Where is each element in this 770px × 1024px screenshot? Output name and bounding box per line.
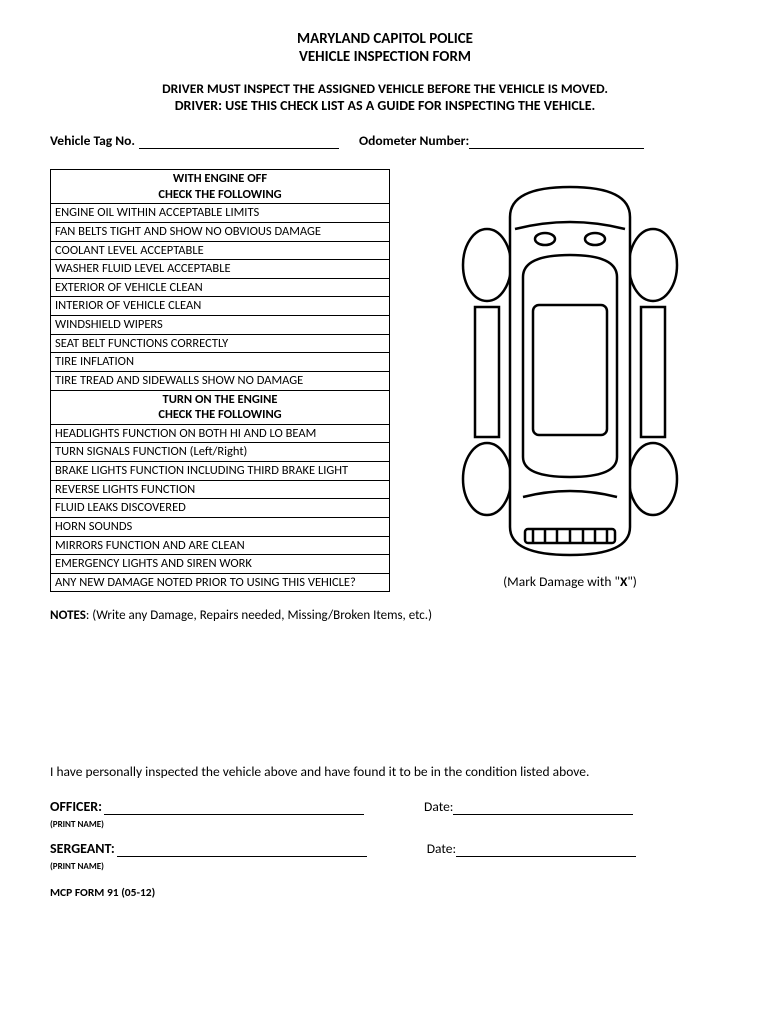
sergeant-date-line[interactable] <box>456 841 636 857</box>
sergeant-signature-row: SERGEANT: Date: <box>50 840 720 857</box>
vehicle-diagram-column: (Mark Damage with "X") <box>420 169 720 592</box>
checklist-item[interactable]: HEADLIGHTS FUNCTION ON BOTH HI AND LO BE… <box>51 424 390 443</box>
date-label: Date: <box>424 798 453 815</box>
signature-block: OFFICER: Date: (PRINT NAME) SERGEANT: Da… <box>50 798 720 872</box>
checklist-item[interactable]: TURN SIGNALS FUNCTION (Left/Right) <box>51 443 390 462</box>
checklist-item[interactable]: MIRRORS FUNCTION AND ARE CLEAN <box>51 536 390 555</box>
date-label: Date: <box>427 840 456 857</box>
checklist-item[interactable]: WASHER FLUID LEVEL ACCEPTABLE <box>51 260 390 279</box>
odometer-label: Odometer Number: <box>359 132 469 149</box>
agency-title: MARYLAND CAPITOL POLICE <box>50 30 720 48</box>
officer-label: OFFICER: <box>50 798 102 815</box>
checklist-item[interactable]: BRAKE LIGHTS FUNCTION INCLUDING THIRD BR… <box>51 462 390 481</box>
diagram-caption: (Mark Damage with "X") <box>503 573 637 590</box>
instruction-1: DRIVER MUST INSPECT THE ASSIGNED VEHICLE… <box>50 80 720 97</box>
checklist-item[interactable]: ANY NEW DAMAGE NOTED PRIOR TO USING THIS… <box>51 573 390 592</box>
inspection-checklist: WITH ENGINE OFF CHECK THE FOLLOWING ENGI… <box>50 169 390 592</box>
checklist-item[interactable]: TIRE TREAD AND SIDEWALLS SHOW NO DAMAGE <box>51 371 390 390</box>
checklist-item[interactable]: FAN BELTS TIGHT AND SHOW NO OBVIOUS DAMA… <box>51 222 390 241</box>
officer-signature-line[interactable] <box>104 799 364 815</box>
checklist-item[interactable]: EMERGENCY LIGHTS AND SIREN WORK <box>51 555 390 574</box>
main-content-row: WITH ENGINE OFF CHECK THE FOLLOWING ENGI… <box>50 169 720 592</box>
checklist-item[interactable]: TIRE INFLATION <box>51 353 390 372</box>
checklist-item[interactable]: WINDSHIELD WIPERS <box>51 316 390 335</box>
checklist-item[interactable]: EXTERIOR OF VEHICLE CLEAN <box>51 278 390 297</box>
tag-label: Vehicle Tag No. <box>50 132 135 149</box>
instruction-2: DRIVER: USE THIS CHECK LIST AS A GUIDE F… <box>50 97 720 114</box>
odometer-input-line[interactable] <box>469 133 644 149</box>
checklist-item[interactable]: SEAT BELT FUNCTIONS CORRECTLY <box>51 334 390 353</box>
checklist-item[interactable]: ENGINE OIL WITHIN ACCEPTABLE LIMITS <box>51 204 390 223</box>
form-title: VEHICLE INSPECTION FORM <box>50 48 720 66</box>
notes-label: NOTES <box>50 608 86 623</box>
form-id: MCP FORM 91 (05-12) <box>50 886 720 900</box>
checklist-item[interactable]: INTERIOR OF VEHICLE CLEAN <box>51 297 390 316</box>
officer-print-name-hint: (PRINT NAME) <box>50 819 720 830</box>
form-header: MARYLAND CAPITOL POLICE VEHICLE INSPECTI… <box>50 30 720 114</box>
checklist-item[interactable]: FLUID LEAKS DISCOVERED <box>51 499 390 518</box>
notes-hint: : (Write any Damage, Repairs needed, Mis… <box>86 608 432 623</box>
checklist-item[interactable]: REVERSE LIGHTS FUNCTION <box>51 480 390 499</box>
sergeant-label: SERGEANT: <box>50 840 115 857</box>
sergeant-signature-line[interactable] <box>117 841 367 857</box>
tag-input-line[interactable] <box>139 133 339 149</box>
section-2-header: TURN ON THE ENGINE CHECK THE FOLLOWING <box>51 390 390 424</box>
odometer-field: Odometer Number: <box>359 132 644 149</box>
sergeant-print-name-hint: (PRINT NAME) <box>50 861 720 872</box>
notes-section: NOTES: (Write any Damage, Repairs needed… <box>50 608 720 623</box>
vehicle-diagram-icon[interactable] <box>445 177 695 567</box>
tag-field: Vehicle Tag No. <box>50 132 339 149</box>
certification-statement: I have personally inspected the vehicle … <box>50 763 720 780</box>
officer-date-line[interactable] <box>453 799 633 815</box>
officer-signature-row: OFFICER: Date: <box>50 798 720 815</box>
vehicle-fields-row: Vehicle Tag No. Odometer Number: <box>50 132 720 149</box>
section-1-header: WITH ENGINE OFF CHECK THE FOLLOWING <box>51 170 390 204</box>
checklist-item[interactable]: HORN SOUNDS <box>51 517 390 536</box>
checklist-item[interactable]: COOLANT LEVEL ACCEPTABLE <box>51 241 390 260</box>
